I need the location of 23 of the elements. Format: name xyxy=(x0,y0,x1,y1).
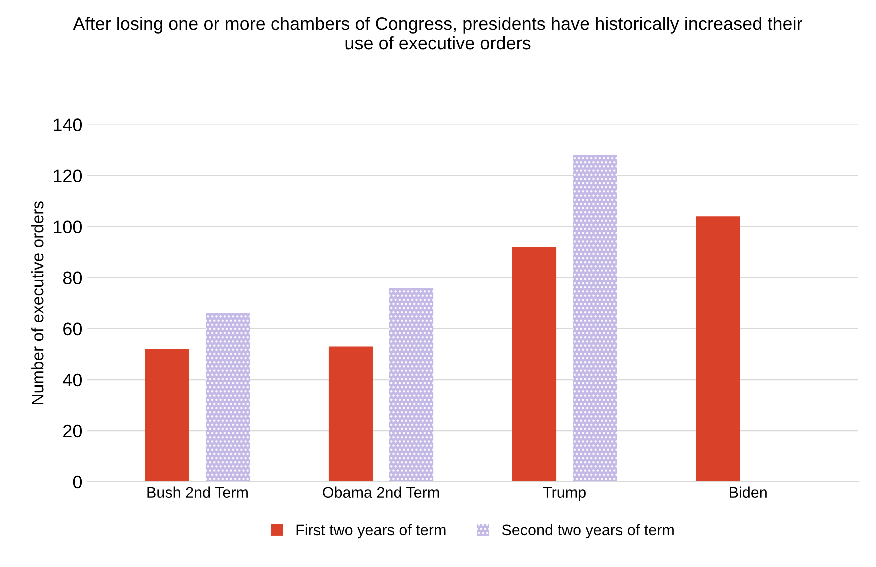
y-tick-label: 0 xyxy=(73,476,82,489)
y-tick-label: 20 xyxy=(64,424,82,438)
x-tick-label: Trump xyxy=(543,487,586,502)
bar xyxy=(573,155,618,482)
y-tick-label: 60 xyxy=(64,322,82,336)
x-tick-label: Bush 2nd Term xyxy=(148,486,248,498)
bar xyxy=(145,349,190,482)
bar xyxy=(206,314,250,482)
bar xyxy=(390,288,434,482)
y-tick-label: 40 xyxy=(63,374,82,387)
y-tick-label: 120 xyxy=(54,170,82,182)
y-tick-label: 80 xyxy=(63,272,82,285)
x-tick-label: Obama 2nd Term xyxy=(323,486,440,498)
bar xyxy=(696,216,740,482)
bar xyxy=(512,247,557,482)
y-tick-label: 100 xyxy=(54,220,82,234)
y-axis-title: Number of executive orders xyxy=(32,202,44,404)
x-tick-label: Biden xyxy=(730,486,767,498)
chart-title: After losing one or more chambers of Congress, presidents have historically increased their use of executive orders xyxy=(73,17,803,50)
bar xyxy=(328,346,374,482)
y-tick-label: 140 xyxy=(54,118,82,132)
legend-label: Second two years of term xyxy=(502,524,674,539)
legend-label: First two years of term xyxy=(296,524,446,539)
